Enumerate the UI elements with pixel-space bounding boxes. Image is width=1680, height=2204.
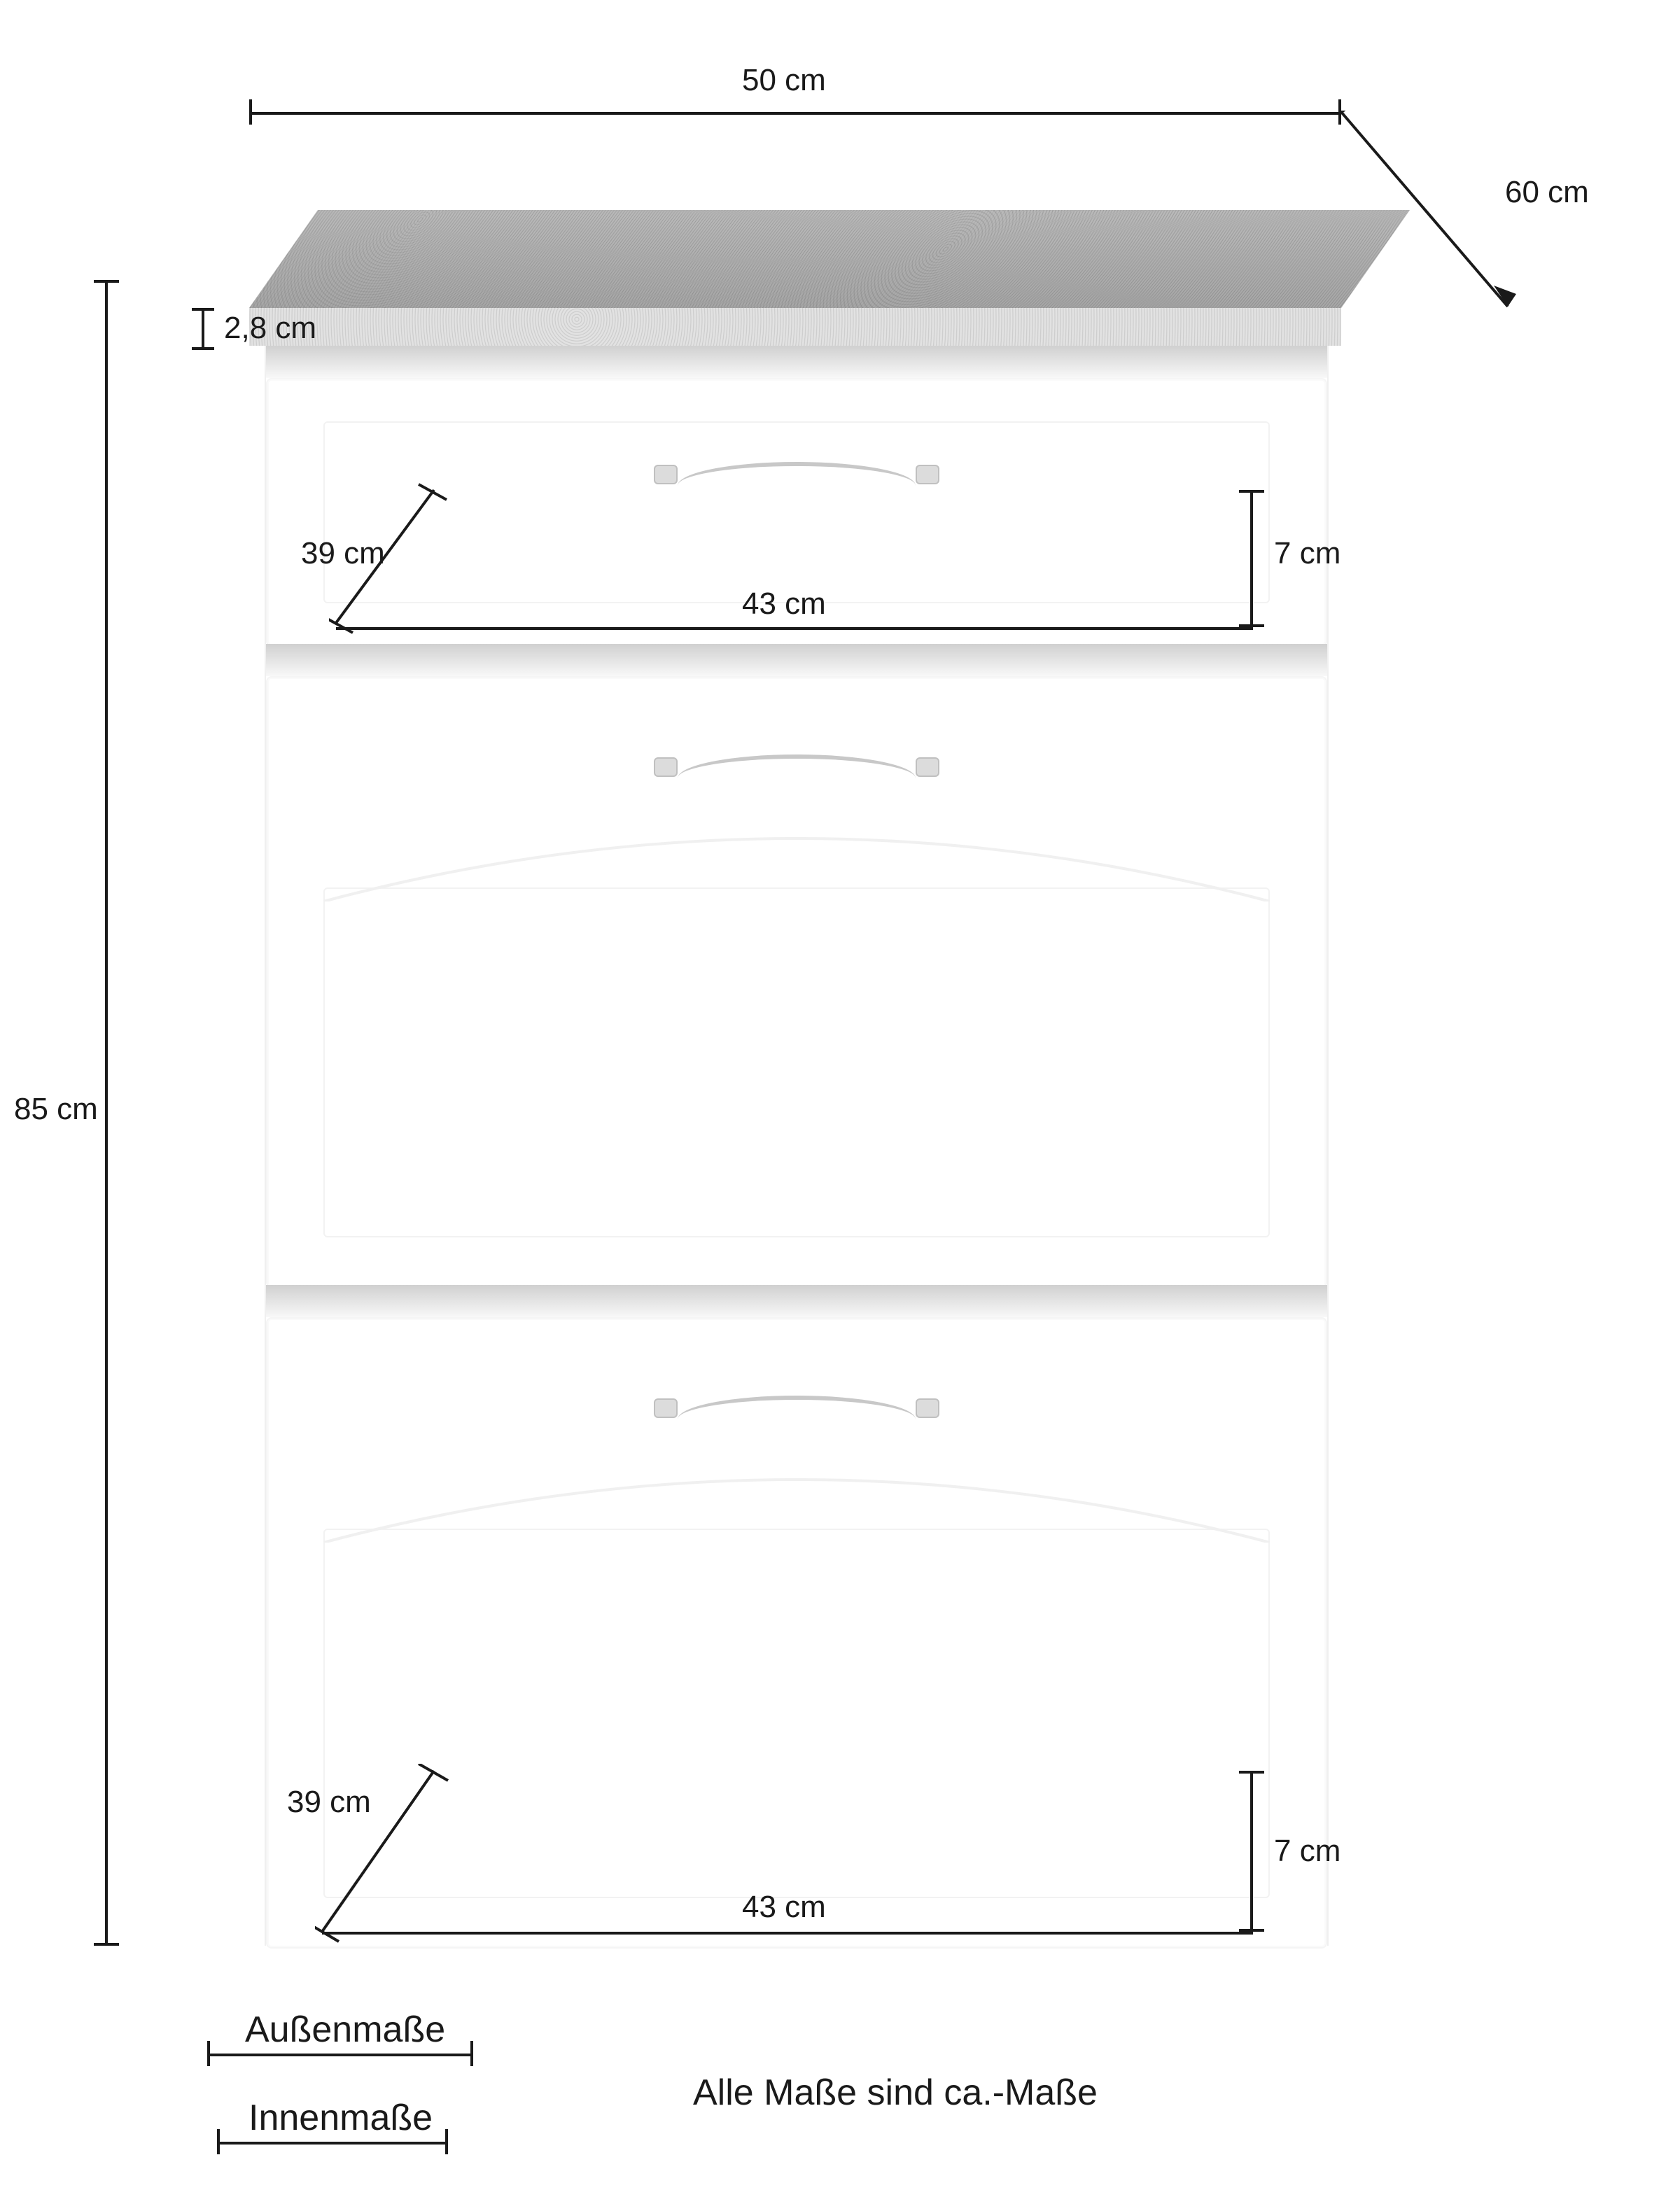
dimline-total-height-cap-bottom bbox=[94, 1943, 119, 1946]
dimline-thickness bbox=[182, 305, 224, 354]
label-width-top: 50 cm bbox=[742, 63, 826, 98]
label-inner-depth-top: 39 cm bbox=[301, 536, 385, 571]
legend-line-outer-cap-left bbox=[207, 2041, 210, 2066]
legend-label-inner: Innenmaße bbox=[248, 2097, 433, 2139]
legend-line-inner-cap-right bbox=[445, 2129, 448, 2154]
dimline-total-height-cap-top bbox=[94, 280, 119, 283]
legend-line-outer-cap-right bbox=[470, 2041, 473, 2066]
legend-note: Alle Maße sind ca.-Maße bbox=[693, 2072, 1098, 2114]
drawer-3-handle bbox=[678, 1396, 916, 1419]
legend-label-outer: Außenmaße bbox=[245, 2009, 445, 2051]
dimline-width-top bbox=[249, 112, 1341, 115]
label-inner-depth-bottom: 39 cm bbox=[287, 1785, 371, 1820]
label-inner-height-bottom: 7 cm bbox=[1274, 1834, 1340, 1869]
dimline-inner-width-top bbox=[336, 627, 1253, 630]
legend-line-inner bbox=[217, 2142, 448, 2145]
label-depth: 60 cm bbox=[1505, 175, 1589, 210]
worktop bbox=[249, 210, 1439, 350]
legend-line-outer bbox=[207, 2054, 473, 2056]
dimline-inner-height-top-cap1 bbox=[1239, 490, 1264, 493]
label-inner-width-bottom: 43 cm bbox=[742, 1890, 826, 1925]
dimline-inner-width-bottom bbox=[322, 1932, 1253, 1935]
label-total-height: 85 cm bbox=[14, 1092, 98, 1127]
label-inner-height-top: 7 cm bbox=[1274, 536, 1340, 571]
drawer-2 bbox=[266, 676, 1327, 1288]
legend-line-inner-cap-left bbox=[217, 2129, 220, 2154]
drawer-2-handle bbox=[678, 754, 916, 778]
label-inner-width-top: 43 cm bbox=[742, 587, 826, 622]
dimline-width-top-cap-left bbox=[249, 99, 252, 125]
dimline-inner-height-bottom bbox=[1250, 1771, 1253, 1932]
dimline-inner-height-bottom-cap1 bbox=[1239, 1771, 1264, 1774]
label-thickness: 2,8 cm bbox=[224, 311, 316, 346]
dimline-inner-height-top bbox=[1250, 490, 1253, 627]
dimline-total-height bbox=[105, 280, 108, 1946]
